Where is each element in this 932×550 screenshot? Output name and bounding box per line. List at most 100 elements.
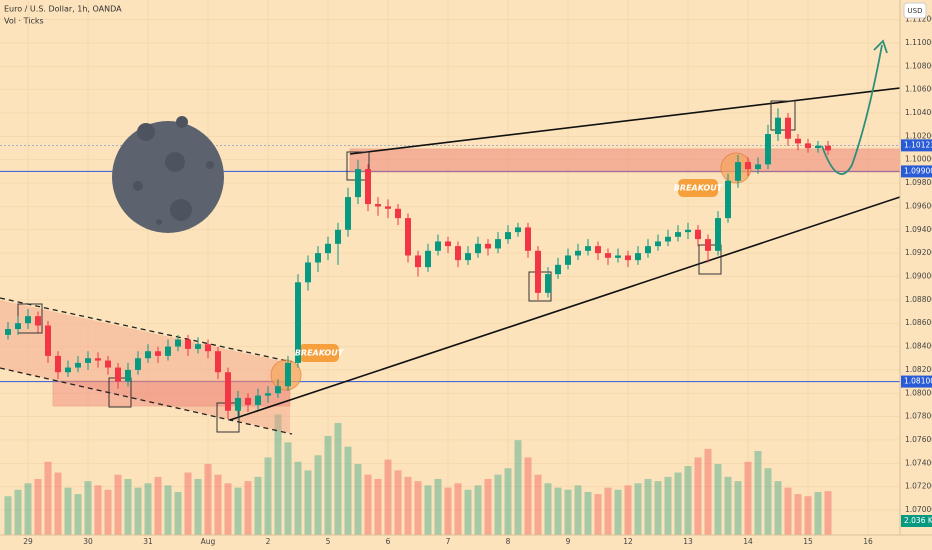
volume-bar	[624, 485, 632, 535]
x-tick-label: Aug	[201, 537, 216, 546]
volume-bar	[204, 463, 212, 535]
y-tick-label: 1.08800	[905, 295, 932, 304]
volume-bar	[494, 474, 502, 535]
volume-bar	[384, 459, 392, 535]
x-tick-label: 2	[266, 537, 271, 546]
volume-bar	[214, 474, 222, 535]
candle-body	[305, 262, 311, 283]
candle-body	[745, 162, 751, 170]
y-tick-label: 1.07200	[905, 482, 932, 491]
volume-bar	[684, 466, 692, 535]
y-tick-label: 1.10800	[905, 61, 932, 70]
volume-bar	[784, 487, 792, 535]
candle-body	[345, 197, 351, 230]
volume-bar	[694, 457, 702, 535]
x-tick-label: 8	[506, 537, 511, 546]
annotation: BREAKOUT	[295, 349, 344, 358]
crater	[133, 181, 143, 191]
volume-bar	[114, 474, 122, 535]
volume-bar	[4, 496, 12, 535]
volume-bar	[634, 483, 642, 535]
candle-body	[755, 164, 761, 170]
volume-bar	[474, 485, 482, 535]
volume-tag	[901, 515, 932, 527]
volume-bar	[94, 485, 102, 535]
y-tick-label: 1.09400	[905, 225, 932, 234]
volume-bar	[454, 483, 462, 535]
volume-bar	[794, 494, 802, 535]
volume-bar	[64, 487, 72, 535]
currency[interactable]: USD	[908, 7, 923, 15]
y-tick-label: 1.09800	[905, 178, 932, 187]
volume-bar	[234, 487, 242, 535]
crater	[156, 219, 162, 225]
volume-bar	[324, 435, 332, 535]
y-tick-label: 1.10000	[905, 155, 932, 164]
volume-bar	[664, 476, 672, 535]
volume-bar	[654, 481, 662, 535]
volume-bar	[504, 468, 512, 535]
volume-bar	[644, 479, 652, 535]
wedge-top	[349, 87, 901, 155]
level-label: 1.08100	[904, 377, 932, 386]
candle-body	[705, 239, 711, 251]
wedge-bottom	[229, 196, 901, 421]
x-tick-label: 16	[863, 537, 873, 546]
y-tick-label: 1.07600	[905, 435, 932, 444]
x-tick-label: 29	[23, 537, 33, 546]
volume-label: 2.036 K	[904, 516, 932, 525]
moon-disc	[112, 121, 224, 233]
pivot-box	[770, 100, 796, 131]
candle-body	[635, 253, 641, 261]
volume-bar	[264, 457, 272, 535]
candle-body	[395, 208, 401, 219]
candle-body	[365, 169, 371, 205]
volume-pane	[4, 414, 832, 535]
candle-body	[675, 232, 681, 237]
candle-body	[275, 386, 281, 394]
volume-bar	[824, 491, 832, 535]
y-tick-label: 1.09600	[905, 201, 932, 210]
y-tick-label: 1.08000	[905, 388, 932, 397]
candle-body	[25, 316, 31, 324]
volume-bar	[524, 457, 532, 535]
candle-body	[775, 117, 781, 135]
candle-body	[445, 241, 451, 247]
volume-bar	[54, 472, 62, 535]
breakout-label-bg	[678, 179, 718, 197]
candle-body	[215, 351, 221, 373]
volume-bar	[814, 491, 822, 535]
volume-bar	[74, 494, 82, 535]
candle-body	[455, 246, 461, 261]
y-tick-label: 1.07800	[905, 412, 932, 421]
volume-bar	[394, 470, 402, 535]
volume-bar	[434, 479, 442, 535]
candle-body	[695, 229, 701, 240]
candle-body	[415, 255, 421, 268]
candle-body	[785, 117, 791, 139]
currency-button[interactable]	[903, 2, 927, 19]
candle-body	[575, 250, 581, 256]
y-tick-label: 1.08200	[905, 365, 932, 374]
candle-body	[35, 316, 41, 326]
volume-bar	[174, 491, 182, 535]
level-tag	[901, 375, 932, 388]
x-tick-label: 14	[743, 537, 753, 546]
candle-body	[165, 346, 171, 356]
price-axis	[900, 0, 932, 550]
moon	[112, 116, 224, 233]
y-tick-label: 1.10200	[905, 131, 932, 140]
volume-bar	[34, 479, 42, 535]
volume-bar	[714, 463, 722, 535]
volume-bar	[744, 461, 752, 535]
volume-bar	[804, 496, 812, 535]
volume-bar	[424, 485, 432, 535]
y-tick-label: 1.09000	[905, 271, 932, 280]
crater	[206, 161, 214, 169]
drawings	[0, 39, 901, 435]
candle-body	[95, 358, 101, 361]
x-tick-label: 7	[446, 537, 451, 546]
candle-body	[715, 218, 721, 251]
volume-bar	[774, 481, 782, 535]
